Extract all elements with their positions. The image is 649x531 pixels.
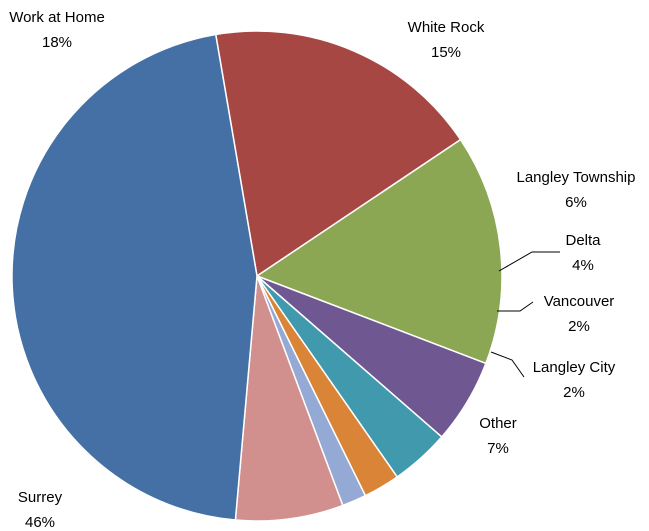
label-percent-surrey: 46% [25,514,55,531]
leader-line-delta [498,251,560,272]
label-percent-vancouver: 2% [568,318,590,335]
label-percent-delta: 4% [572,257,594,274]
slice-surrey [11,33,258,521]
label-percent-langley-city: 2% [563,384,585,401]
label-other: Other 7% [479,415,517,457]
leader-line-langley-city [490,351,525,378]
label-percent-other: 7% [487,440,509,457]
label-percent-work-at-home: 18% [42,34,72,51]
slice-white-rock [255,138,503,365]
label-name-work-at-home: Work at Home [9,9,105,26]
pie-slices [11,30,503,522]
label-work-at-home: Work at Home 18% [9,9,105,51]
leader-line-vancouver [497,301,534,312]
slice-labels: Work at Home 18% White Rock 15% Langley Town… [9,9,635,531]
leader-lines [490,251,560,378]
label-name-delta: Delta [565,232,601,249]
label-white-rock: White Rock 15% [408,19,485,61]
label-vancouver: Vancouver 2% [544,293,615,335]
label-delta: Delta 4% [565,232,601,274]
label-surrey: Surrey 46% [18,489,63,531]
label-name-langley-township: Langley Township [517,169,636,186]
label-percent-white-rock: 15% [431,44,461,61]
slice-other [234,275,344,522]
slice-work-at-home [214,30,462,278]
label-langley-city: Langley City 2% [533,359,616,401]
label-name-white-rock: White Rock [408,19,485,36]
label-name-vancouver: Vancouver [544,293,615,310]
label-name-surrey: Surrey [18,489,63,506]
label-langley-township: Langley Township 6% [517,169,636,211]
label-percent-langley-township: 6% [565,194,587,211]
label-name-langley-city: Langley City [533,359,616,376]
label-name-other: Other [479,415,517,432]
